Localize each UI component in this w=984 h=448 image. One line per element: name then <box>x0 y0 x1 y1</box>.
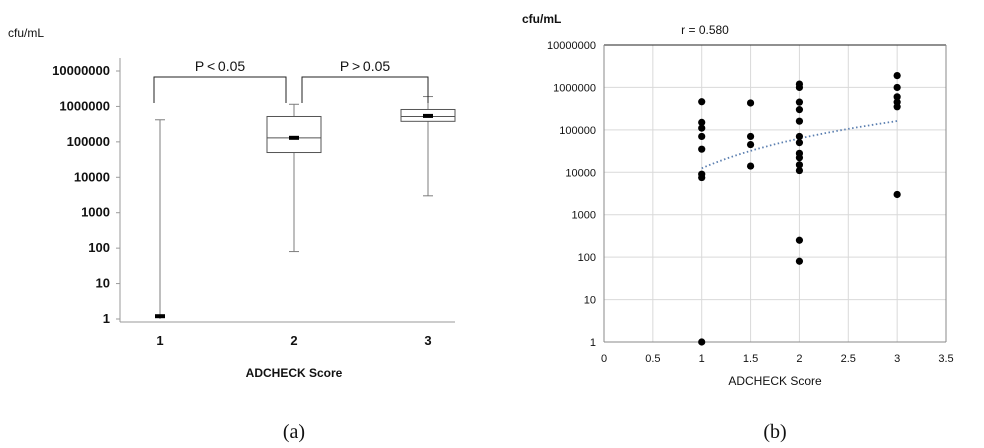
mean-marker <box>289 135 299 140</box>
x-tick-label-b: 0 <box>601 353 607 365</box>
y-tick-label-b: 1000 <box>572 210 596 222</box>
y-tick-label-a: 10000000 <box>52 63 110 78</box>
data-point <box>795 106 804 114</box>
y-tick-label-b: 10 <box>584 295 596 307</box>
data-point <box>795 149 804 157</box>
y-tick-label-a: 100 <box>88 240 110 255</box>
data-point <box>795 139 804 147</box>
unit-label-b: cfu/mL <box>522 12 561 26</box>
data-point <box>698 145 706 153</box>
data-point <box>795 98 804 106</box>
y-tick-label-b: 10000000 <box>547 40 596 52</box>
p-value-label: P < 0.05 <box>195 58 246 74</box>
y-tick-label-a: 10000 <box>74 169 110 184</box>
x-tick-label-b: 2 <box>796 353 802 365</box>
x-axis-title-b: ADCHECK Score <box>728 374 822 388</box>
x-tick-label-b: 2.5 <box>841 353 856 365</box>
data-point <box>698 124 706 132</box>
trendline <box>701 120 898 170</box>
data-point <box>698 338 706 346</box>
data-point <box>893 98 901 106</box>
y-tick-label-a: 1000 <box>81 205 110 220</box>
significance-bracket <box>153 76 287 103</box>
y-tick-label-b: 100 <box>578 252 596 264</box>
data-point <box>698 98 706 106</box>
mean-marker <box>155 314 165 319</box>
x-tick-label-a: 3 <box>424 333 431 348</box>
data-point <box>698 118 706 126</box>
data-point <box>893 190 901 199</box>
significance-bracket <box>301 76 429 103</box>
y-tick-label-b: 1 <box>590 337 596 349</box>
data-point <box>795 236 804 244</box>
data-point <box>893 93 901 101</box>
box-plot-a: cfu/mL ADCHECK Score (a) 1 10 100 1000 10000… <box>8 26 456 443</box>
y-tick-label-b: 10000 <box>565 167 596 179</box>
p-value-label: P > 0.05 <box>340 58 391 74</box>
x-tick-label-b: 3 <box>894 353 900 365</box>
box <box>266 115 322 154</box>
y-tick-label-b: 1000000 <box>553 82 596 94</box>
data-point <box>746 132 755 141</box>
data-point <box>698 132 706 141</box>
x-tick-label-b: 1.5 <box>743 353 758 365</box>
x-axis-title-a: ADCHECK Score <box>246 366 343 380</box>
data-point <box>795 80 804 88</box>
data-point <box>795 132 804 141</box>
data-point <box>746 99 755 107</box>
data-point <box>893 83 901 92</box>
y-tick-label-a: 100000 <box>67 134 110 149</box>
x-tick-label-a: 2 <box>290 333 297 348</box>
x-tick-label-b: 1 <box>699 353 705 365</box>
data-point <box>795 166 804 175</box>
mean-marker <box>423 113 433 118</box>
x-tick-label-a: 1 <box>156 333 163 348</box>
data-point <box>795 257 804 265</box>
data-point <box>795 117 804 125</box>
caption-b: (b) <box>763 421 786 443</box>
data-point <box>746 140 755 149</box>
data-point <box>795 161 804 169</box>
data-point <box>893 72 901 80</box>
y-tick-label-a: 1 <box>103 311 110 326</box>
x-tick-label-b: 0.5 <box>645 353 660 365</box>
y-tick-label-b: 100000 <box>559 125 596 137</box>
data-point <box>698 170 706 178</box>
correlation-label: r = 0.580 <box>681 23 729 37</box>
y-tick-label-a: 1000000 <box>59 98 110 113</box>
caption-a: (a) <box>283 421 305 443</box>
data-point <box>746 162 755 170</box>
scatter-plot-b: cfu/mL r = 0.580 ADCHECK Score (b) 11010… <box>522 12 954 443</box>
unit-label-a: cfu/mL <box>8 26 44 40</box>
y-tick-label-a: 10 <box>96 276 110 291</box>
x-tick-label-b: 3.5 <box>938 353 953 365</box>
